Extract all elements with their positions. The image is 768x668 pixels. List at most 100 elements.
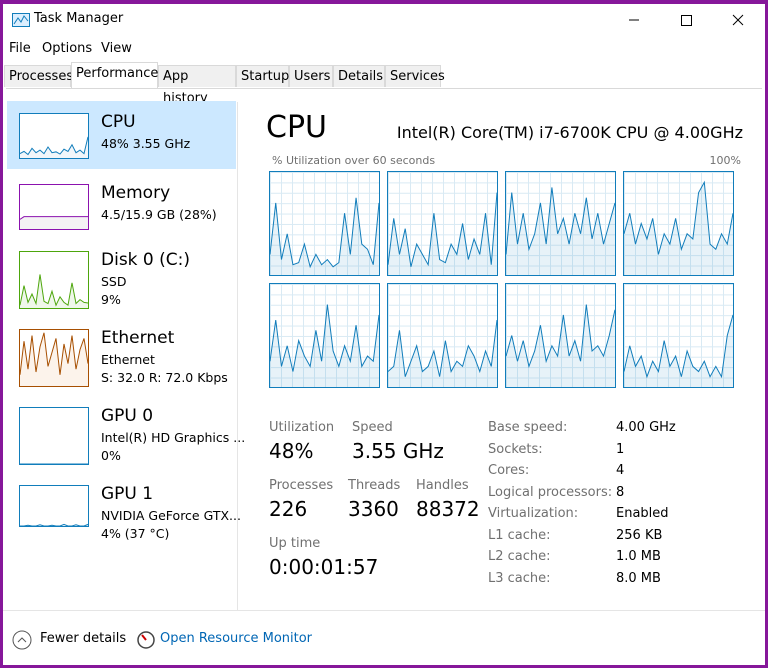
usage-graph (270, 197, 379, 275)
usage-graph (388, 192, 497, 275)
sidebar-detail: 0% (101, 448, 121, 463)
usage-line (20, 136, 88, 156)
spec-label: L2 cache: (488, 549, 551, 564)
usage-graph (624, 180, 733, 275)
usage-area (388, 320, 497, 387)
footer-divider (3, 610, 765, 611)
spec-value: 1 (616, 441, 625, 457)
thumbnail (19, 184, 89, 230)
spec-value: 8.0 MB (616, 570, 661, 586)
window-controls[interactable] (615, 6, 755, 36)
sidebar-detail: SSD (101, 274, 127, 289)
usage-line (20, 523, 88, 526)
usage-graph (20, 136, 88, 158)
graph-label: % Utilization over 60 seconds (272, 154, 436, 167)
thumbnail (19, 485, 89, 527)
menu-item[interactable]: View (101, 41, 132, 56)
processor-name: Intel(R) Core(TM) i7-6700K CPU @ 4.00GHz (396, 123, 743, 142)
sidebar-item[interactable]: GPU 1 NVIDIA GeForce GTX... 4% (37 °C) (7, 479, 241, 551)
menu-item[interactable]: File (9, 41, 31, 56)
spec-value: 4.00 GHz (616, 420, 676, 435)
tab[interactable]: Details (333, 65, 385, 87)
core-graph (387, 171, 498, 276)
sidebar-detail: Ethernet (101, 352, 155, 367)
sidebar-detail: Intel(R) HD Graphics ... (101, 430, 246, 445)
graph-max: 100% (709, 154, 741, 167)
stat-value: 88372 (416, 497, 480, 521)
detail-title: CPU (266, 110, 327, 145)
spec-value: 4 (616, 463, 625, 478)
tab[interactable]: Processes (4, 65, 73, 87)
core-graph (269, 171, 380, 276)
sidebar-name: GPU 0 (101, 406, 154, 426)
fewer-details[interactable]: Fewer details (40, 631, 127, 646)
usage-area (506, 187, 615, 275)
core-graph (269, 283, 380, 388)
sidebar-detail: 4.5/15.9 GB (28%) (101, 207, 217, 222)
stat-label: Speed (352, 420, 393, 435)
usage-line (270, 304, 379, 372)
thumbnail (19, 113, 89, 159)
spec-label: Cores: (488, 463, 530, 478)
usage-graph (388, 319, 497, 387)
stat-value: 0:00:01:57 (269, 555, 379, 579)
spec-label: L1 cache: (488, 527, 551, 543)
spec-label: Sockets: (488, 441, 543, 457)
sidebar-name: Memory (101, 183, 171, 203)
sidebar-item[interactable]: GPU 0 Intel(R) HD Graphics ... 0% (7, 401, 245, 473)
stat-value: 3.55 GHz (352, 439, 444, 463)
spec-label: Base speed: (488, 420, 568, 435)
usage-area (20, 274, 88, 308)
usage-line (388, 192, 497, 267)
usage-graph (506, 304, 615, 387)
spec-value: 256 KB (616, 527, 663, 543)
usage-line (506, 304, 615, 369)
usage-graph (20, 332, 88, 386)
spec-label: Virtualization: (488, 506, 579, 521)
spec-value: Enabled (616, 506, 669, 521)
usage-area (624, 314, 733, 387)
usage-graph (20, 463, 88, 464)
resource-monitor-link[interactable]: Open Resource Monitor (160, 631, 313, 646)
sidebar-item[interactable]: Ethernet Ethernet S: 32.0 R: 72.0 Kbps (7, 323, 236, 395)
fewer-details-icon[interactable] (12, 630, 32, 650)
sidebar-name: GPU 1 (101, 484, 154, 504)
sidebar-name: Ethernet (101, 328, 175, 348)
window-title: Task Manager (34, 11, 124, 26)
thumbnail (19, 407, 89, 465)
tab[interactable]: Services (385, 65, 445, 87)
spec-label: L3 cache: (488, 570, 551, 586)
usage-line (20, 274, 88, 307)
resource-monitor-icon[interactable] (137, 631, 155, 649)
sidebar-item[interactable]: CPU 48% 3.55 GHz (7, 101, 236, 169)
usage-line (624, 180, 733, 255)
thumbnail (19, 251, 89, 309)
core-graph (387, 283, 498, 388)
sidebar-detail: 48% 3.55 GHz (101, 136, 191, 151)
panel-divider (237, 102, 238, 610)
usage-area (20, 216, 88, 229)
tab[interactable]: App history (158, 65, 236, 106)
menu-item[interactable]: Options (42, 41, 93, 56)
usage-area (270, 304, 379, 387)
sidebar-item[interactable]: Memory 4.5/15.9 GB (28%) (7, 178, 236, 244)
usage-graph (20, 216, 88, 229)
sidebar-item[interactable]: Disk 0 (C:) SSD 9% (7, 245, 236, 317)
sidebar-detail: 4% (37 °C) (101, 526, 170, 541)
usage-line (20, 216, 88, 220)
core-graph (623, 171, 734, 276)
usage-line (388, 319, 497, 377)
tab[interactable]: Performance (71, 62, 158, 88)
tab[interactable]: Users (289, 65, 333, 87)
stat-value: 3360 (348, 497, 399, 521)
sidebar-detail: S: 32.0 R: 72.0 Kbps (101, 370, 228, 385)
usage-area (624, 182, 733, 275)
usage-graph (506, 187, 615, 275)
stat-label: Utilization (269, 420, 335, 435)
usage-graph (270, 304, 379, 387)
stat-label: Processes (269, 478, 334, 493)
thumbnail (19, 329, 89, 387)
usage-area (506, 304, 615, 387)
tab[interactable]: Startup (236, 65, 289, 87)
